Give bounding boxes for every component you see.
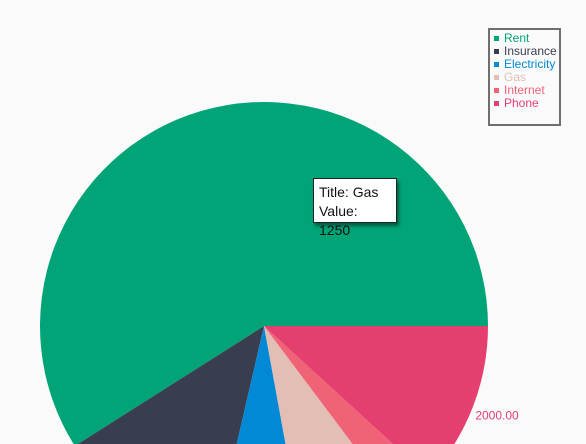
pie-slice-insurance[interactable]: [75, 326, 264, 444]
tooltip-value: 1250: [319, 222, 351, 238]
legend-item-electricity[interactable]: Electricity: [494, 58, 559, 71]
tooltip-title-row: Title: Gas: [319, 183, 391, 202]
chart-tooltip: Title: Gas Value: 1250: [313, 178, 397, 238]
tooltip-title: Gas: [352, 184, 379, 200]
pie-slice-gas[interactable]: [264, 326, 399, 444]
tooltip-title-prefix: Title:: [319, 184, 353, 200]
legend-swatch: [494, 75, 499, 80]
pie-slice-phone[interactable]: [264, 326, 488, 444]
legend-label: Rent: [504, 31, 530, 45]
legend-swatch: [494, 62, 499, 67]
legend-label: Internet: [504, 83, 545, 97]
legend-item-insurance[interactable]: Insurance: [494, 45, 559, 58]
legend-label: Electricity: [504, 57, 556, 71]
legend-item-internet[interactable]: Internet: [494, 84, 559, 97]
legend-swatch: [494, 49, 499, 54]
legend-swatch: [494, 101, 499, 106]
legend-swatch: [494, 36, 499, 41]
legend-label: Insurance: [504, 44, 557, 58]
legend-label: Phone: [504, 96, 539, 110]
tooltip-value-row: Value: 1250: [319, 202, 391, 240]
legend-item-rent[interactable]: Rent: [494, 32, 559, 45]
legend-item-gas[interactable]: Gas: [494, 71, 559, 84]
legend-label: Gas: [504, 70, 527, 84]
slice-value-label-phone: 2000.00: [475, 409, 519, 423]
legend: Rent Insurance Electricity Gas Internet Phone: [488, 28, 561, 126]
tooltip-value-prefix: Value:: [319, 203, 358, 219]
legend-item-phone[interactable]: Phone: [494, 97, 559, 110]
legend-swatch: [494, 88, 499, 93]
pie-slice-electricity[interactable]: [214, 326, 305, 444]
